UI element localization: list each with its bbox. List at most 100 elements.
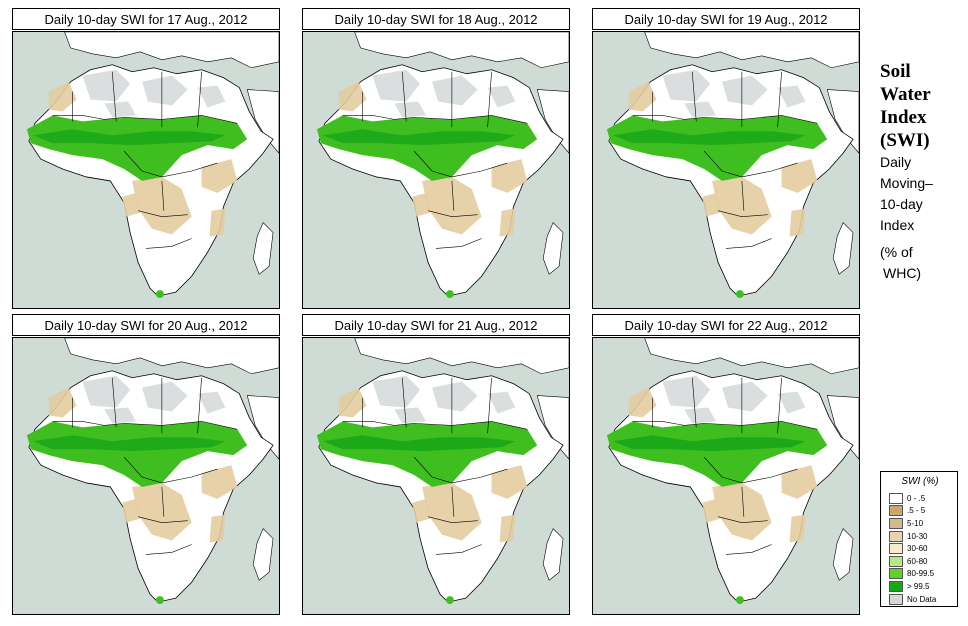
dry-soil-region (209, 208, 226, 237)
map-panel-1 (12, 31, 280, 309)
africa-map (606, 338, 859, 605)
no-data-region (777, 85, 806, 108)
dry-soil-region (702, 498, 721, 523)
legend-item: 80-99.5 (889, 568, 951, 581)
no-data-region (104, 101, 137, 118)
index-description-line: 10-day (880, 196, 923, 212)
country-border (123, 456, 218, 484)
cape-wet-patch (155, 596, 164, 605)
no-data-region (197, 391, 226, 414)
index-description-line: Index (880, 217, 915, 233)
no-data-region (82, 375, 131, 408)
map-panel-2 (302, 31, 570, 309)
arabia-landmass (826, 89, 859, 154)
country-border (703, 456, 798, 484)
country-border (124, 421, 238, 430)
no-data-region (722, 75, 768, 106)
arabia-landmass (536, 395, 569, 460)
panel-title-4: Daily 10-day SWI for 20 Aug., 2012 (12, 314, 280, 336)
legend-label: No Data (907, 594, 937, 604)
legend-swatch (889, 517, 903, 529)
dry-soil-region (209, 514, 226, 543)
dry-soil-region (201, 159, 238, 193)
country-border (342, 421, 415, 426)
country-border (777, 377, 782, 434)
no-data-region (432, 381, 478, 412)
legend-item: No Data (889, 593, 951, 606)
country-border (777, 71, 782, 128)
no-data-region (372, 69, 421, 102)
dry-soil-region (702, 192, 721, 217)
index-description-line: Daily (880, 154, 912, 170)
dry-soil-region (499, 514, 516, 543)
legend-swatch (889, 530, 903, 542)
country-border (342, 115, 415, 120)
no-data-region (662, 69, 711, 102)
dry-soil-region (122, 192, 141, 217)
index-description-line: Moving– (880, 175, 933, 191)
no-data-region (104, 407, 137, 424)
legend-swatch (889, 492, 903, 504)
africa-map (26, 32, 279, 299)
map-panel-5 (302, 337, 570, 615)
no-data-region (487, 391, 516, 414)
country-border (741, 180, 745, 211)
no-data-region (142, 381, 188, 412)
index-unit-line: (% of (880, 244, 913, 260)
europe-landmass (354, 32, 569, 69)
arabia-landmass (246, 395, 279, 460)
index-title-line: Index (880, 107, 927, 128)
no-data-region (432, 75, 478, 106)
country-border (111, 377, 117, 428)
country-border (137, 516, 188, 523)
country-border (487, 377, 492, 434)
dry-soil-region (422, 482, 482, 541)
index-title-line: Soil (880, 61, 911, 82)
legend-label: 80-99.5 (907, 569, 935, 579)
cape-wet-patch (445, 596, 454, 605)
index-title-line: Water (880, 84, 931, 105)
cape-wet-patch (735, 290, 744, 299)
dry-soil-region (338, 81, 367, 112)
madagascar-landmass (542, 528, 564, 581)
legend-swatch (889, 555, 903, 567)
dry-soil-region (201, 465, 238, 499)
country-border (717, 210, 768, 217)
dry-soil-region (48, 81, 77, 112)
country-border (414, 115, 528, 124)
legend-items: 0 - .5 .5 - 5 5-10 10-30 30-60 60-80 80-99.5 > … (889, 492, 951, 605)
panel-title-6: Daily 10-day SWI for 22 Aug., 2012 (592, 314, 860, 336)
no-data-region (777, 391, 806, 414)
europe-landmass (354, 338, 569, 375)
europe-landmass (644, 32, 859, 69)
index-description: Daily Moving– 10-day Index (880, 152, 933, 236)
dry-soil-region (628, 387, 657, 418)
no-data-region (487, 85, 516, 108)
legend-swatch (889, 505, 903, 517)
panel-title-1: Daily 10-day SWI for 17 Aug., 2012 (12, 8, 280, 30)
dry-soil-region (781, 465, 818, 499)
madagascar-landmass (252, 222, 274, 275)
legend-swatch (889, 543, 903, 555)
dry-soil-region (781, 159, 818, 193)
country-border (691, 71, 697, 122)
panel-title-2: Daily 10-day SWI for 18 Aug., 2012 (302, 8, 570, 30)
africa-map (26, 338, 279, 605)
africa-map (316, 32, 569, 299)
map-panel-4 (12, 337, 280, 615)
dry-soil-region (712, 176, 772, 235)
country-border (632, 421, 705, 426)
madagascar-landmass (832, 222, 854, 275)
country-border (413, 456, 508, 484)
country-border (137, 210, 188, 217)
country-border (124, 115, 238, 124)
europe-landmass (644, 338, 859, 375)
africa-map (606, 32, 859, 299)
country-border (197, 71, 202, 128)
index-unit-line: WHC) (883, 265, 922, 281)
legend-item: 5-10 (889, 517, 951, 530)
arabia-landmass (246, 89, 279, 154)
arabia-landmass (826, 395, 859, 460)
country-border (451, 180, 455, 211)
no-data-region (684, 407, 717, 424)
